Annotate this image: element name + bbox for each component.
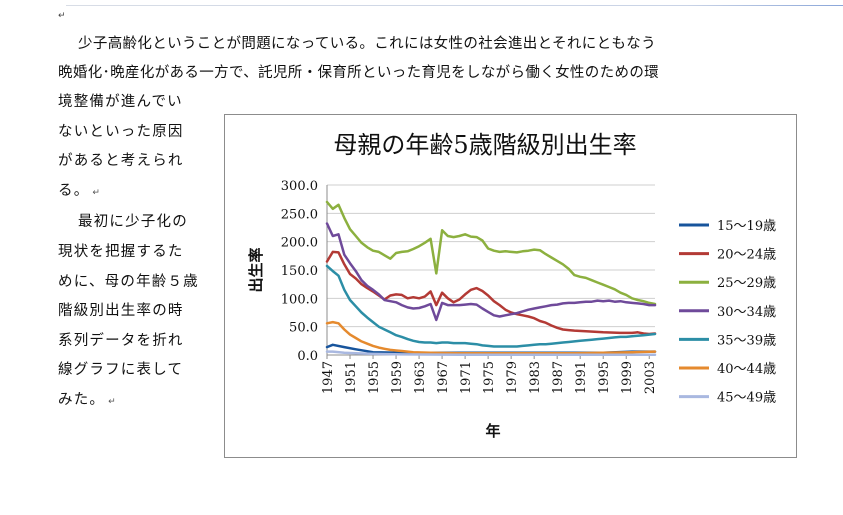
y-tick-label: 150.0 — [281, 264, 318, 279]
x-tick-label: 1987 — [551, 361, 566, 394]
series-line — [325, 222, 657, 322]
side-text: 境整備が進んでい ないといった原因 があると考えられ る。 ↵ 最初に少子化の 現… — [58, 88, 218, 418]
side-line: みた。 ↵ — [58, 391, 117, 408]
y-tick-label: 200.0 — [281, 236, 318, 251]
top-rule — [66, 5, 843, 6]
chart-frame[interactable]: 母親の年齢5歳階級別出生率 0.0 50.0 100.0 150.0 200.0 250.0… — [224, 114, 797, 458]
side-line: 最初に少子化の — [78, 214, 188, 231]
legend-label: 25～29歳 — [717, 276, 776, 291]
y-tick-label: 250.0 — [281, 207, 318, 222]
x-tick-label: 1979 — [505, 361, 520, 394]
side-line: 系列データを折れ — [58, 332, 184, 349]
side-line: 境整備が進んでい — [58, 94, 183, 110]
x-tick-label: 1959 — [390, 361, 405, 394]
side-line: 現状を把握するた — [58, 243, 184, 260]
x-tick-label: 1955 — [367, 361, 382, 394]
x-tick-label: 1947 — [321, 361, 336, 394]
paragraph-mark: ↵ — [92, 187, 102, 198]
legend-label: 40～44歳 — [717, 362, 776, 377]
x-tick-label: 1971 — [459, 361, 474, 394]
series-line — [325, 350, 657, 357]
side-line: る。 ↵ — [58, 182, 102, 199]
x-tick-label: 1967 — [436, 361, 451, 394]
x-tick-label: 1991 — [574, 361, 589, 394]
y-axis-title: 出生率 — [247, 247, 265, 292]
birth-rate-chart: 母親の年齢5歳階級別出生率 0.0 50.0 100.0 150.0 200.0 250.0… — [247, 131, 776, 440]
series-line — [325, 200, 657, 306]
x-tick-label: 1999 — [620, 361, 635, 394]
intro-line-1: 少子高齢化ということが問題になっている。これには女性の社会進出とそれにともなう — [78, 36, 656, 52]
chart-title: 母親の年齢5歳階級別出生率 — [333, 131, 636, 159]
side-line: 階級別出生率の時 — [58, 303, 184, 320]
side-line: ないといった原因 — [58, 123, 184, 140]
y-tick-label: 0.0 — [297, 349, 318, 364]
x-tick-label: 1975 — [482, 361, 497, 394]
x-tick-label: 1983 — [528, 361, 543, 394]
paragraph-mark: ↵ — [58, 11, 66, 21]
x-tick-label: 1995 — [597, 361, 612, 394]
y-tick-label: 100.0 — [281, 292, 318, 307]
paragraph-mark: ↵ — [108, 396, 117, 407]
side-line: があると考えられ — [58, 153, 184, 170]
x-tick-label: 2003 — [643, 361, 658, 394]
x-axis-title: 年 — [485, 422, 500, 440]
y-tick-label: 300.0 — [281, 179, 318, 194]
legend-label: 20～24歳 — [717, 248, 776, 263]
x-tick-label: 1963 — [413, 361, 428, 394]
legend-label: 35～39歳 — [717, 333, 776, 348]
series-line — [325, 320, 657, 355]
x-tick-label: 1951 — [344, 361, 359, 394]
y-tick-label: 50.0 — [289, 321, 318, 336]
intro-paragraph: 少子高齢化ということが問題になっている。これには女性の社会進出とそれにともなう … — [58, 30, 758, 88]
side-line: めに、母の年齢５歳 — [58, 273, 199, 290]
legend-label: 45～49歳 — [717, 391, 776, 406]
legend-label: 15～19歳 — [717, 219, 776, 234]
intro-line-2: 晩婚化･晩産化がある一方で、託児所・保育所といった育児をしながら働く女性のための… — [58, 65, 660, 81]
side-line: 線グラフに表して — [58, 362, 184, 379]
series-line — [325, 264, 657, 348]
legend-label: 30～34歳 — [717, 305, 776, 320]
